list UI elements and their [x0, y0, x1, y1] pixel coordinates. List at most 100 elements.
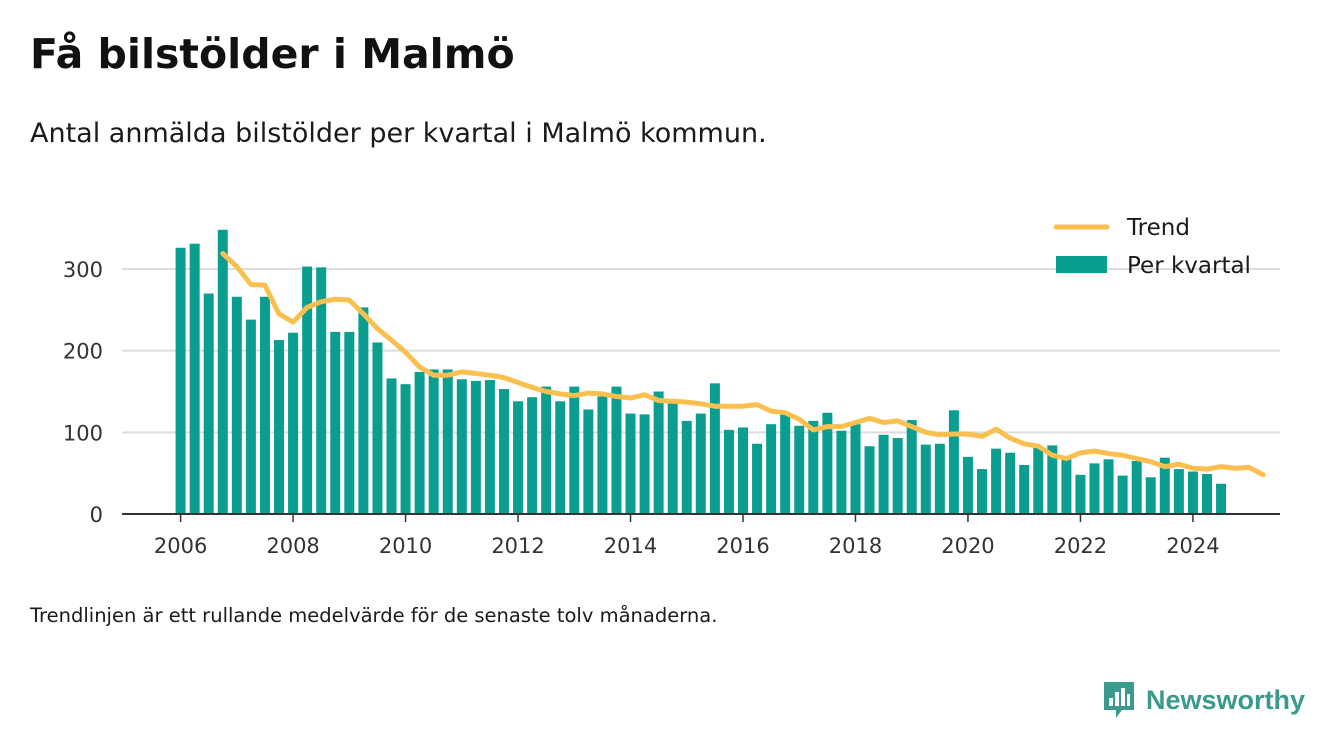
y-tick-label: 100 — [63, 421, 103, 445]
bar — [962, 456, 973, 514]
bar — [780, 413, 791, 514]
bar — [794, 425, 805, 514]
bar — [667, 400, 678, 514]
bar — [864, 446, 875, 514]
bar — [414, 371, 425, 514]
x-tick-label: 2018 — [829, 534, 882, 558]
bar — [484, 380, 495, 514]
bar — [217, 229, 228, 515]
bar — [920, 444, 931, 514]
bar — [231, 296, 242, 514]
bar — [1216, 483, 1227, 514]
bar — [358, 307, 369, 514]
bar — [625, 413, 636, 514]
bar — [175, 247, 186, 514]
bar — [1173, 469, 1184, 514]
x-tick-label: 2022 — [1054, 534, 1107, 558]
legend: Trend Per kvartal — [1053, 215, 1251, 279]
bar — [245, 319, 256, 514]
trend-line-path — [220, 251, 1266, 478]
bar — [906, 420, 917, 514]
bar — [569, 386, 580, 514]
x-tick-label: 2008 — [266, 534, 319, 558]
bar — [709, 383, 720, 514]
bar — [330, 331, 341, 514]
bar — [752, 443, 763, 514]
bar — [442, 369, 453, 514]
bar — [456, 379, 467, 514]
bar — [428, 369, 439, 514]
x-tick-label: 2020 — [941, 534, 994, 558]
bar — [1005, 452, 1016, 514]
y-tick-label: 200 — [63, 340, 103, 364]
bar — [1131, 460, 1142, 514]
bar — [836, 430, 847, 514]
bar — [681, 420, 692, 514]
brand-logo[interactable]: Newsworthy — [1102, 680, 1305, 720]
chart-subtitle: Antal anmälda bilstölder per kvartal i M… — [30, 118, 767, 149]
bar — [288, 332, 299, 514]
x-tick-label: 2016 — [716, 534, 769, 558]
bar — [977, 469, 988, 514]
bar — [316, 267, 327, 514]
bar — [513, 401, 524, 514]
bar — [386, 378, 397, 514]
trend-line — [220, 251, 1266, 478]
bar — [766, 424, 777, 514]
bar — [653, 391, 664, 514]
bars-per-kvartal — [175, 229, 1227, 515]
axes: 0 100 200 300 2006 2008 2010 2012 2014 2016 2018 20… — [63, 258, 1280, 558]
bar — [1089, 463, 1100, 514]
bar — [470, 380, 481, 514]
bar — [991, 448, 1002, 514]
bar — [259, 296, 270, 514]
bar — [344, 331, 355, 514]
bar — [1019, 465, 1030, 514]
legend-bar-swatch — [1056, 256, 1107, 273]
bar — [1047, 445, 1058, 514]
bar — [597, 396, 608, 514]
y-tick-label: 0 — [90, 503, 103, 527]
bar — [1201, 473, 1212, 514]
bar — [1103, 459, 1114, 514]
bar — [498, 389, 509, 514]
bar — [1033, 447, 1044, 514]
bar — [400, 384, 411, 514]
bar — [822, 412, 833, 514]
bar — [1117, 475, 1128, 514]
bar — [892, 438, 903, 514]
bar — [189, 243, 200, 514]
bar — [1187, 471, 1198, 514]
bar — [850, 424, 861, 514]
bar — [639, 414, 650, 514]
bar — [695, 413, 706, 514]
x-tick-label: 2012 — [491, 534, 544, 558]
footnote: Trendlinjen är ett rullande medelvärde f… — [30, 604, 718, 627]
legend-label-per-kvartal: Per kvartal — [1127, 253, 1251, 279]
x-tick-label: 2010 — [379, 534, 432, 558]
x-tick-label: 2006 — [154, 534, 207, 558]
bar — [541, 386, 552, 514]
bar — [878, 434, 889, 514]
bar — [274, 340, 285, 514]
bar — [611, 386, 622, 514]
bar — [934, 443, 945, 514]
bar — [302, 266, 313, 514]
chart-title: Få bilstölder i Malmö — [30, 30, 515, 78]
x-tick-label: 2014 — [604, 534, 657, 558]
y-tick-label: 300 — [63, 258, 103, 282]
legend-label-trend: Trend — [1126, 215, 1190, 241]
brand-name: Newsworthy — [1146, 684, 1306, 715]
bar — [723, 429, 734, 514]
bar — [1159, 457, 1170, 514]
bar — [527, 397, 538, 514]
bar — [1075, 474, 1086, 514]
bar — [555, 401, 566, 514]
bar-chart: 0 100 200 300 2006 2008 2010 2012 2014 2016 2018 20… — [63, 215, 1280, 558]
bar — [808, 420, 819, 514]
bar — [203, 293, 214, 514]
bar — [583, 409, 594, 514]
x-tick-label: 2024 — [1166, 534, 1219, 558]
bar — [948, 410, 959, 514]
newsworthy-logo-icon — [1104, 682, 1134, 718]
